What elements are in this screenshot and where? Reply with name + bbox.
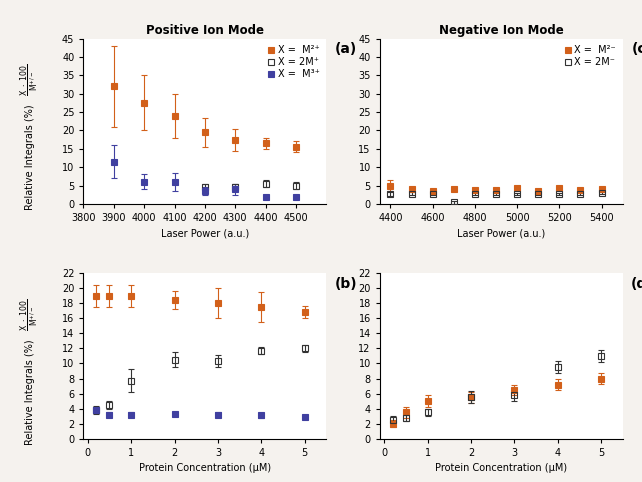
X-axis label: Protein Concentration (μM): Protein Concentration (μM)	[139, 463, 271, 473]
Text: (d): (d)	[631, 277, 642, 291]
Text: (a): (a)	[334, 42, 357, 56]
X-axis label: Protein Concentration (μM): Protein Concentration (μM)	[435, 463, 568, 473]
Text: Relative Integrals (%): Relative Integrals (%)	[25, 105, 35, 211]
Text: (b): (b)	[334, 277, 357, 291]
Text: Relative Integrals (%): Relative Integrals (%)	[25, 339, 35, 445]
Legend: X =  M²⁻, X = 2M⁻: X = M²⁻, X = 2M⁻	[562, 43, 618, 69]
Title: Negative Ion Mode: Negative Ion Mode	[439, 25, 564, 38]
Text: (c): (c)	[632, 42, 642, 56]
X-axis label: Laser Power (a.u.): Laser Power (a.u.)	[160, 228, 249, 239]
Text: $\mathregular{\frac{X\ \cdot\ 100}{M^{+/-}}}$: $\mathregular{\frac{X\ \cdot\ 100}{M^{+/…	[19, 64, 41, 96]
Legend: X =  M²⁺, X = 2M⁺, X =  M³⁺: X = M²⁺, X = 2M⁺, X = M³⁺	[266, 43, 322, 81]
Text: $\mathregular{\frac{X\ \cdot\ 100}{M^{+/-}}}$: $\mathregular{\frac{X\ \cdot\ 100}{M^{+/…	[19, 298, 41, 331]
X-axis label: Laser Power (a.u.): Laser Power (a.u.)	[457, 228, 546, 239]
Title: Positive Ion Mode: Positive Ion Mode	[146, 25, 264, 38]
